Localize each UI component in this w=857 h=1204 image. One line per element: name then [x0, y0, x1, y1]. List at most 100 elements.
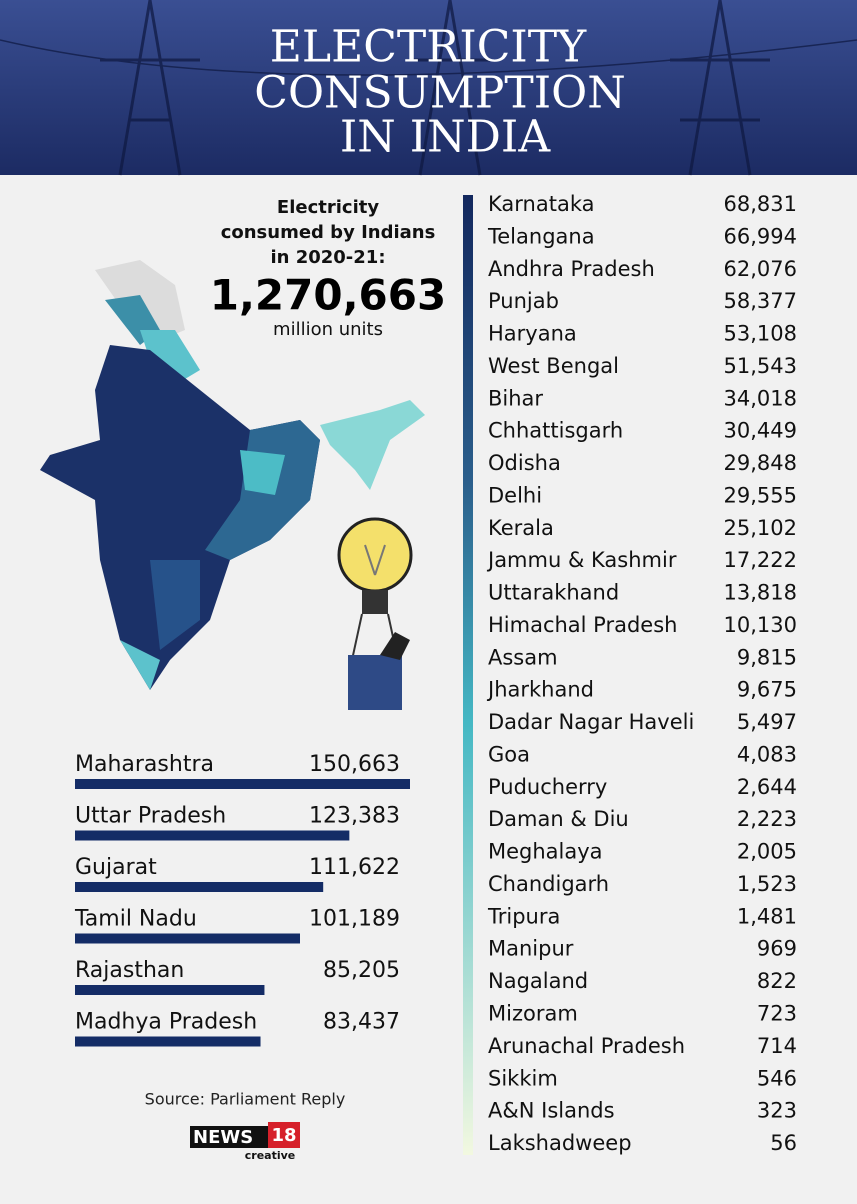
state-value: 30,449: [724, 419, 797, 443]
bulb-illustration: [337, 517, 413, 710]
state-name: Karnataka: [488, 192, 594, 216]
bar: [75, 933, 300, 944]
state-value: 83,437: [323, 1010, 400, 1035]
state-name: Punjab: [488, 289, 559, 313]
state-name: Delhi: [488, 483, 542, 507]
state-name: Haryana: [488, 322, 577, 346]
state-name: Mizoram: [488, 1002, 578, 1026]
state-value: 123,383: [309, 804, 400, 829]
state-name: Meghalaya: [488, 840, 603, 864]
state-name: Goa: [488, 742, 530, 766]
state-value: 66,994: [724, 224, 797, 248]
state-value: 4,083: [737, 742, 797, 766]
bar: [75, 1036, 261, 1047]
logo-badge: [268, 1122, 300, 1148]
state-value: 101,189: [309, 907, 400, 932]
towers: [0, 0, 857, 176]
state-name: West Bengal: [488, 354, 619, 378]
state-value: 9,675: [737, 678, 797, 702]
state-name: Jharkhand: [486, 678, 594, 702]
state-value: 2,005: [737, 840, 797, 864]
unit: million units: [273, 319, 383, 340]
state-value: 51,543: [724, 354, 797, 378]
state-name: Dadar Nagar Haveli: [488, 710, 694, 734]
title: CONSUMPTION: [254, 68, 625, 119]
state-value: 2,223: [737, 807, 797, 831]
state-value: 323: [757, 1099, 797, 1123]
state-name: Madhya Pradesh: [75, 1010, 257, 1035]
state-name: Tamil Nadu: [74, 907, 197, 932]
bar: [75, 830, 350, 841]
logo-brand: NEWS: [193, 1127, 253, 1148]
top-states: Maharashtra 150,663 Uttar Pradesh 123,383 Gu…: [74, 752, 410, 1047]
state-value: 56: [770, 1131, 797, 1155]
logo-number: 18: [271, 1125, 296, 1146]
state-value: 29,555: [724, 483, 797, 507]
bar: [75, 882, 324, 892]
state-value: 34,018: [724, 386, 797, 410]
state-name: Nagaland: [488, 969, 588, 993]
other-states: Karnataka 68,831 Telangana 66,994 Andhra Pra…: [486, 192, 797, 1155]
state-value: 150,663: [309, 752, 400, 777]
state-value: 9,815: [737, 645, 797, 669]
state-name: Chandigarh: [488, 872, 609, 896]
bar: [75, 985, 265, 995]
intro-line: consumed by Indians: [221, 222, 436, 243]
state-name: Telangana: [487, 224, 595, 248]
state-value: 68,831: [724, 192, 797, 216]
state-name: Chhattisgarh: [488, 419, 623, 443]
state-name: Jammu & Kashmir: [486, 548, 677, 572]
state-value: 969: [757, 937, 797, 961]
state-name: Andhra Pradesh: [488, 257, 655, 281]
state-name: Tripura: [487, 904, 560, 928]
state-name: Sikkim: [488, 1066, 558, 1090]
state-value: 723: [757, 1002, 797, 1026]
state-name: Arunachal Pradesh: [488, 1034, 685, 1058]
state-name: Gujarat: [75, 855, 157, 880]
state-value: 5,497: [737, 710, 797, 734]
state-value: 1,523: [737, 872, 797, 896]
state-name: Puducherry: [488, 775, 607, 799]
total: 1,270,663: [210, 271, 446, 320]
intro-line: in 2020-21:: [270, 247, 385, 268]
state-name: Lakshadweep: [488, 1131, 632, 1155]
state-name: Maharashtra: [75, 752, 214, 777]
state-value: 2,644: [737, 775, 797, 799]
state-name: A&N Islands: [488, 1099, 615, 1123]
state-value: 25,102: [724, 516, 797, 540]
state-value: 714: [757, 1034, 797, 1058]
state-value: 111,622: [309, 855, 400, 880]
logo: NEWS 18 creative: [190, 1122, 300, 1162]
state-value: 1,481: [737, 904, 797, 928]
state-value: 53,108: [724, 322, 797, 346]
source: Source: Parliament Reply: [145, 1090, 346, 1109]
title: IN INDIA: [340, 112, 551, 163]
state-value: 546: [757, 1066, 797, 1090]
intro-line: Electricity: [277, 197, 379, 218]
state-value: 17,222: [724, 548, 797, 572]
bar: [75, 779, 410, 789]
state-name: Rajasthan: [75, 958, 184, 983]
gradient-strip: [463, 195, 473, 1155]
logo-bg: [190, 1126, 268, 1148]
state-name: Daman & Diu: [488, 807, 629, 831]
title: ELECTRICITY: [270, 22, 587, 73]
logo-sub: creative: [245, 1149, 296, 1162]
state-value: 10,130: [724, 613, 797, 637]
state-value: 13,818: [724, 581, 797, 605]
state-name: Uttar Pradesh: [75, 804, 226, 829]
state-value: 85,205: [323, 958, 400, 983]
state-name: Odisha: [488, 451, 561, 475]
india-map: [40, 260, 425, 690]
state-value: 822: [757, 969, 797, 993]
state-name: Uttarakhand: [488, 581, 619, 605]
state-value: 58,377: [724, 289, 797, 313]
state-name: Kerala: [488, 516, 554, 540]
state-name: Assam: [488, 645, 558, 669]
state-value: 29,848: [724, 451, 797, 475]
state-name: Himachal Pradesh: [488, 613, 677, 637]
state-value: 62,076: [724, 257, 797, 281]
state-name: Bihar: [488, 386, 543, 410]
state-name: Manipur: [488, 937, 574, 961]
